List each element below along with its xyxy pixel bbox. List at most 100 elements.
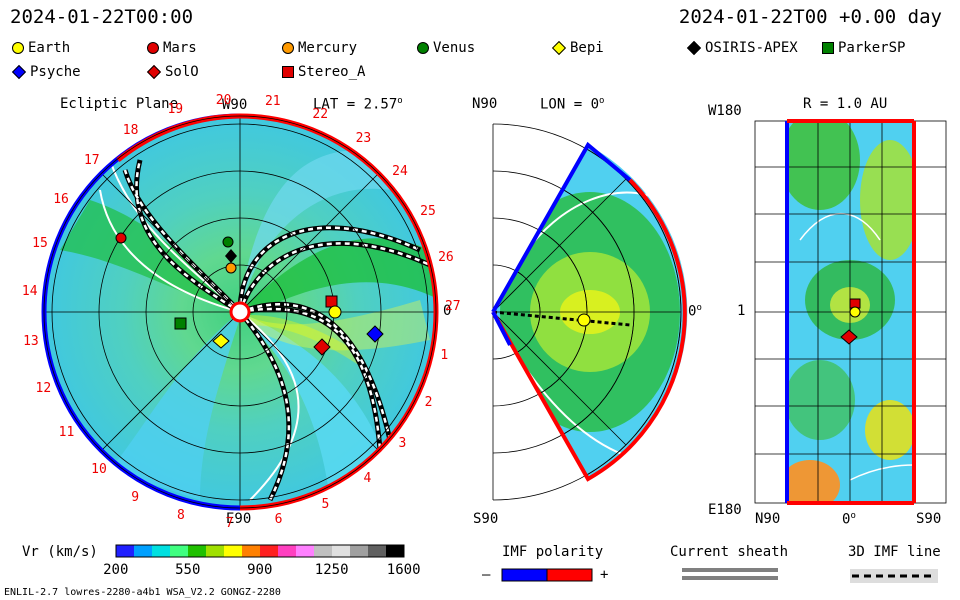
colorbar-segment — [386, 545, 405, 557]
legend-label: Psyche — [30, 64, 81, 80]
carrington-label-8: 8 — [176, 508, 185, 524]
colorbar-tick-550: 550 — [175, 562, 201, 578]
carrington-label-12: 12 — [35, 381, 52, 397]
carrington-label-21: 21 — [264, 94, 281, 110]
carrington-label-16: 16 — [53, 191, 69, 207]
imf3d-title: 3D IMF line — [848, 544, 941, 560]
legend-item-psyche: Psyche — [11, 64, 81, 80]
radial-mid-left-label: 1 — [737, 303, 746, 319]
imf-negative-swatch — [501, 568, 548, 582]
radial-title: R = 1.0 AU — [803, 96, 888, 112]
ecliptic-title: Ecliptic Plane — [60, 96, 179, 112]
carrington-label-11: 11 — [58, 424, 75, 440]
radial-panel — [754, 119, 947, 505]
mercury-marker — [225, 262, 237, 274]
carrington-label-18: 18 — [122, 122, 139, 138]
carrington-label-22: 22 — [312, 107, 329, 123]
header-right-time: 2024-01-22T00 +0.00 day — [678, 6, 942, 28]
legend-item-earth: Earth — [12, 40, 70, 56]
osiris-apex-marker — [225, 249, 237, 263]
radial-x-label-0: 0o — [842, 511, 856, 528]
legend-item-mars: Mars — [147, 40, 197, 56]
venus-marker — [222, 236, 234, 248]
imf-plus-label: + — [600, 567, 609, 583]
legend-marker-square — [282, 66, 294, 78]
footer-model-text: ENLIL-2.7 lowres-2280-a4b1 WSA_V2.2 GONG… — [4, 587, 281, 598]
colorbar-segment — [314, 545, 333, 557]
meridional-top-label: N90 — [472, 96, 498, 112]
radial-top-left-label: W180 — [708, 103, 742, 119]
stereo-a-marker — [325, 295, 338, 308]
legend-item-parkersp: ParkerSP — [822, 40, 905, 56]
meridional-plane-panel — [491, 123, 688, 501]
meridional-earth-marker — [577, 313, 591, 327]
legend-marker-circle — [12, 42, 24, 54]
solo-marker — [313, 338, 331, 356]
carrington-label-6: 6 — [274, 511, 283, 527]
colorbar-segment — [332, 545, 351, 557]
carrington-label-23: 23 — [355, 131, 372, 147]
colorbar-tick-900: 900 — [247, 562, 273, 578]
ecliptic-lat-label: LAT = 2.57o — [313, 96, 403, 113]
legend-label: Stereo_A — [298, 64, 366, 80]
legend-marker-square — [822, 42, 834, 54]
carrington-label-7: 7 — [225, 515, 234, 531]
carrington-label-3: 3 — [398, 436, 407, 452]
legend-marker-circle — [282, 42, 294, 54]
imf-minus-label: – — [482, 567, 491, 583]
colorbar-tick-1600: 1600 — [386, 562, 421, 578]
colorbar-segment — [278, 545, 297, 557]
carrington-label-25: 25 — [420, 204, 436, 220]
carrington-label-17: 17 — [83, 153, 100, 169]
colorbar-tick-200: 200 — [103, 562, 129, 578]
carrington-label-14: 14 — [21, 284, 38, 300]
legend-marker-circle — [417, 42, 429, 54]
radial-earth-marker — [849, 306, 861, 318]
legend-label: ParkerSP — [838, 40, 906, 56]
sun-marker — [229, 301, 251, 323]
imf-polarity-title: IMF polarity — [502, 544, 604, 560]
carrington-label-9: 9 — [131, 490, 140, 505]
legend-item-osiris-apex: OSIRIS-APEX — [686, 40, 798, 56]
colorbar-segment — [188, 545, 207, 557]
ecliptic-right-label: 0 — [443, 303, 452, 319]
colorbar-label: Vr (km/s) — [22, 544, 98, 560]
earth-marker — [328, 305, 342, 319]
current-sheath-title: Current sheath — [670, 544, 789, 560]
carrington-label-26: 26 — [438, 250, 454, 266]
colorbar-segment — [206, 545, 225, 557]
carrington-label-20: 20 — [215, 92, 232, 108]
carrington-label-15: 15 — [32, 236, 48, 252]
ecliptic-bottom-label: E90 — [226, 511, 252, 527]
legend-label: Mercury — [298, 40, 358, 56]
carrington-label-2: 2 — [424, 394, 433, 410]
ecliptic-structures — [44, 116, 436, 508]
legend-label: OSIRIS-APEX — [705, 40, 798, 56]
legend-item-bepi: Bepi — [551, 40, 604, 56]
legend-label: Bepi — [570, 40, 604, 56]
colorbar-segment — [296, 545, 315, 557]
legend-label: Earth — [28, 40, 71, 56]
colorbar-segment — [152, 545, 171, 557]
legend-label: SolO — [165, 64, 199, 80]
colorbar-tick-1250: 1250 — [314, 562, 349, 578]
legend-label: Mars — [163, 40, 197, 56]
colorbar-segment — [260, 545, 279, 557]
ecliptic-plane-panel — [41, 113, 439, 511]
ecliptic-top-label: W90 — [222, 97, 248, 113]
carrington-label-13: 13 — [23, 333, 39, 349]
meridional-title: LON = 0o — [540, 96, 605, 113]
radial-bottom-left-label: E180 — [708, 502, 742, 518]
radial-x-label-n90: N90 — [755, 511, 781, 527]
meridional-right-label: 0o — [688, 303, 702, 320]
carrington-label-19: 19 — [167, 102, 184, 118]
colorbar-segment — [224, 545, 243, 557]
imf-positive-swatch — [546, 568, 593, 582]
colorbar-segment — [170, 545, 189, 557]
carrington-label-24: 24 — [392, 163, 408, 179]
colorbar-segment — [350, 545, 369, 557]
carrington-label-4: 4 — [363, 471, 372, 487]
radial-solo-marker — [840, 329, 858, 345]
legend-label: Venus — [433, 40, 476, 56]
